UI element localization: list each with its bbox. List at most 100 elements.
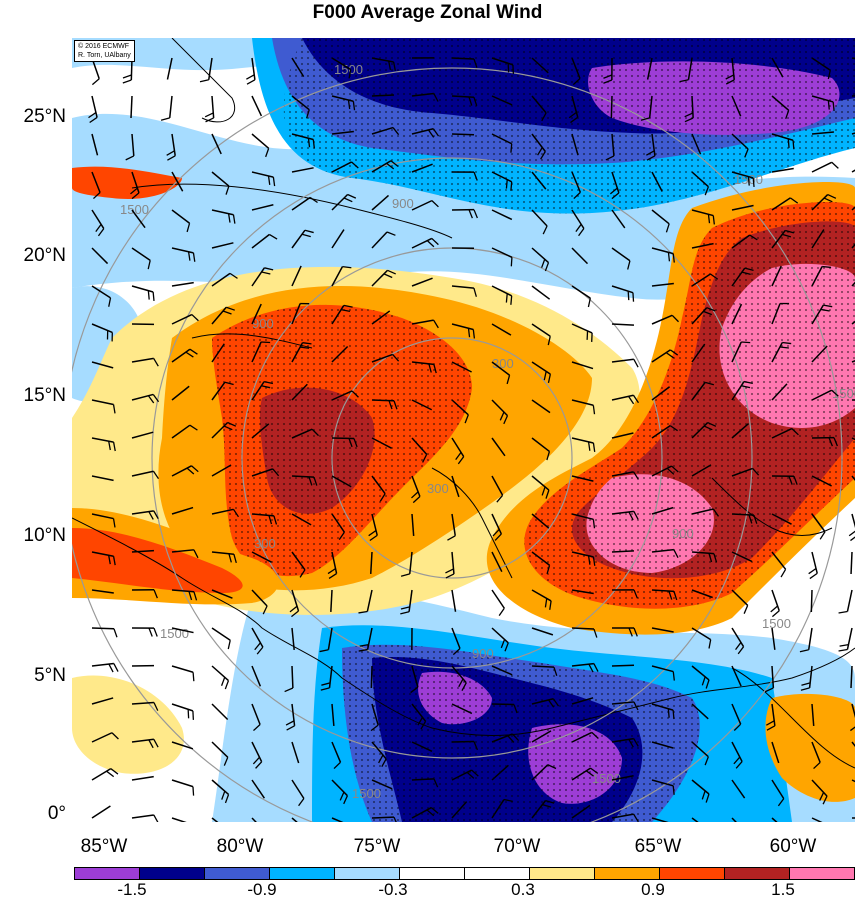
wind-barb [411, 361, 437, 374]
wind-barb [358, 589, 373, 614]
wind-barb [491, 798, 513, 819]
wind-barb [371, 353, 400, 363]
contour-label: 1500 [592, 771, 621, 786]
wind-barb [199, 57, 213, 83]
wind-barb [291, 627, 295, 650]
wind-barb [691, 779, 710, 803]
wind-barb [131, 285, 155, 302]
wind-barb [691, 242, 714, 249]
wind-barb [171, 817, 187, 822]
wind-barb [171, 313, 199, 325]
wind-barb [411, 237, 439, 249]
wind-barb [651, 741, 674, 749]
wind-barb [571, 627, 598, 638]
wind-barb [611, 737, 639, 748]
wind-barb [291, 342, 312, 363]
wind-barb [811, 131, 834, 135]
wind-barb [810, 589, 813, 613]
wind-barb [731, 703, 742, 731]
wind-barb [291, 428, 319, 439]
wind-barb [651, 349, 679, 363]
wind-barb [131, 701, 159, 711]
wind-barb [571, 399, 596, 415]
wind-barb [611, 394, 640, 405]
wind-barb [91, 437, 116, 452]
wind-barb [411, 277, 433, 287]
wind-barb [411, 437, 428, 463]
wind-barb [291, 779, 305, 807]
wind-barb [609, 171, 620, 200]
wind-barb [731, 422, 750, 439]
wind-barb [369, 551, 373, 575]
wind-barb [651, 548, 679, 558]
wind-barb [571, 437, 596, 452]
wind-barb [808, 551, 818, 580]
wind-barb [691, 307, 716, 325]
wind-barb [531, 627, 554, 636]
contour-label: 300 [427, 481, 449, 496]
wind-barb [725, 57, 735, 85]
wind-barb [731, 234, 758, 249]
wind-barb [211, 272, 238, 287]
wind-barb [331, 475, 352, 488]
contour-label: 900 [472, 646, 494, 661]
contour-label: 300 [254, 536, 276, 551]
wind-barb [171, 465, 199, 477]
wind-barb [531, 475, 550, 499]
wind-barb [331, 95, 356, 111]
wind-barb [251, 627, 264, 655]
wind-barb [531, 247, 550, 272]
wind-barb [251, 741, 263, 769]
wind-barb [331, 193, 357, 211]
wind-barb [171, 171, 184, 192]
wind-barb [411, 513, 415, 536]
wind-barb [731, 665, 742, 687]
wind-barb [130, 95, 133, 119]
wind-barb [211, 381, 234, 401]
wind-barb [211, 741, 229, 766]
wind-barb [251, 133, 270, 158]
wind-barb [651, 171, 663, 192]
wind-barb [320, 665, 333, 691]
wind-barb [491, 323, 512, 336]
lat-label-5n: 5°N [34, 665, 66, 686]
wind-barb [331, 817, 344, 822]
wind-barb [771, 302, 790, 325]
wind-barb [610, 95, 613, 119]
wind-barb [491, 551, 503, 573]
wind-barb [251, 551, 272, 563]
wind-barb [611, 701, 639, 711]
wind-barb [731, 303, 743, 325]
wind-barb [251, 665, 262, 687]
wind-barb [171, 741, 194, 750]
colorbar-swatch [140, 868, 205, 879]
wind-barb [451, 740, 479, 751]
wind-barb [611, 209, 626, 229]
lon-label-85w: 85°W [80, 836, 128, 857]
wind-barb [771, 627, 776, 650]
wind-barb [451, 57, 478, 68]
wind-barb [371, 194, 390, 211]
wind-barb [651, 314, 679, 325]
wind-barb [251, 341, 271, 363]
wind-barb [411, 128, 440, 138]
wind-barb [171, 281, 194, 287]
wind-barb [771, 817, 778, 822]
wind-barb [451, 285, 477, 297]
wind-barb [131, 775, 154, 781]
wind-barb [251, 779, 266, 799]
wind-barb [771, 95, 790, 120]
wind-barb [285, 703, 296, 731]
wind-barb [611, 471, 639, 480]
wind-barb [371, 779, 393, 790]
wind-barb [211, 627, 231, 650]
contour-label: 1500 [762, 616, 791, 631]
wind-barb [291, 475, 318, 486]
wind-barb [691, 381, 715, 401]
wind-barb [731, 627, 745, 655]
wind-barb [400, 551, 413, 577]
wind-barb [371, 399, 398, 410]
wind-barb [731, 513, 758, 524]
wind-barb [251, 303, 262, 325]
wind-barb [571, 285, 591, 308]
